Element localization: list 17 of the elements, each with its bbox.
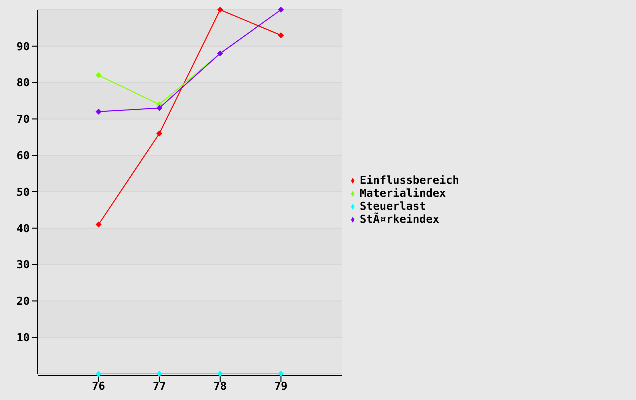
legend-label: Steuerlast [360,200,426,213]
y-tick-label: 80 [16,76,30,90]
y-tick-label: 70 [16,113,30,126]
x-tick-label: 78 [214,380,228,393]
legend-label: StÃ¤rkeindex [360,213,440,226]
y-tick-label: 30 [16,258,30,272]
y-tick-label: 10 [16,332,30,345]
legend-label: Materialindex [360,187,446,200]
x-tick-label: 77 [152,380,166,393]
y-tick-label: 60 [16,150,30,163]
y-tick-label: 40 [16,222,30,236]
y-tick-label: 20 [16,295,30,308]
y-tick-label: 90 [16,40,30,54]
legend-label: Einflussbereich [360,174,460,187]
x-tick-label: 79 [274,380,288,393]
x-tick-label: 76 [92,380,106,393]
y-tick-label: 50 [16,186,30,199]
